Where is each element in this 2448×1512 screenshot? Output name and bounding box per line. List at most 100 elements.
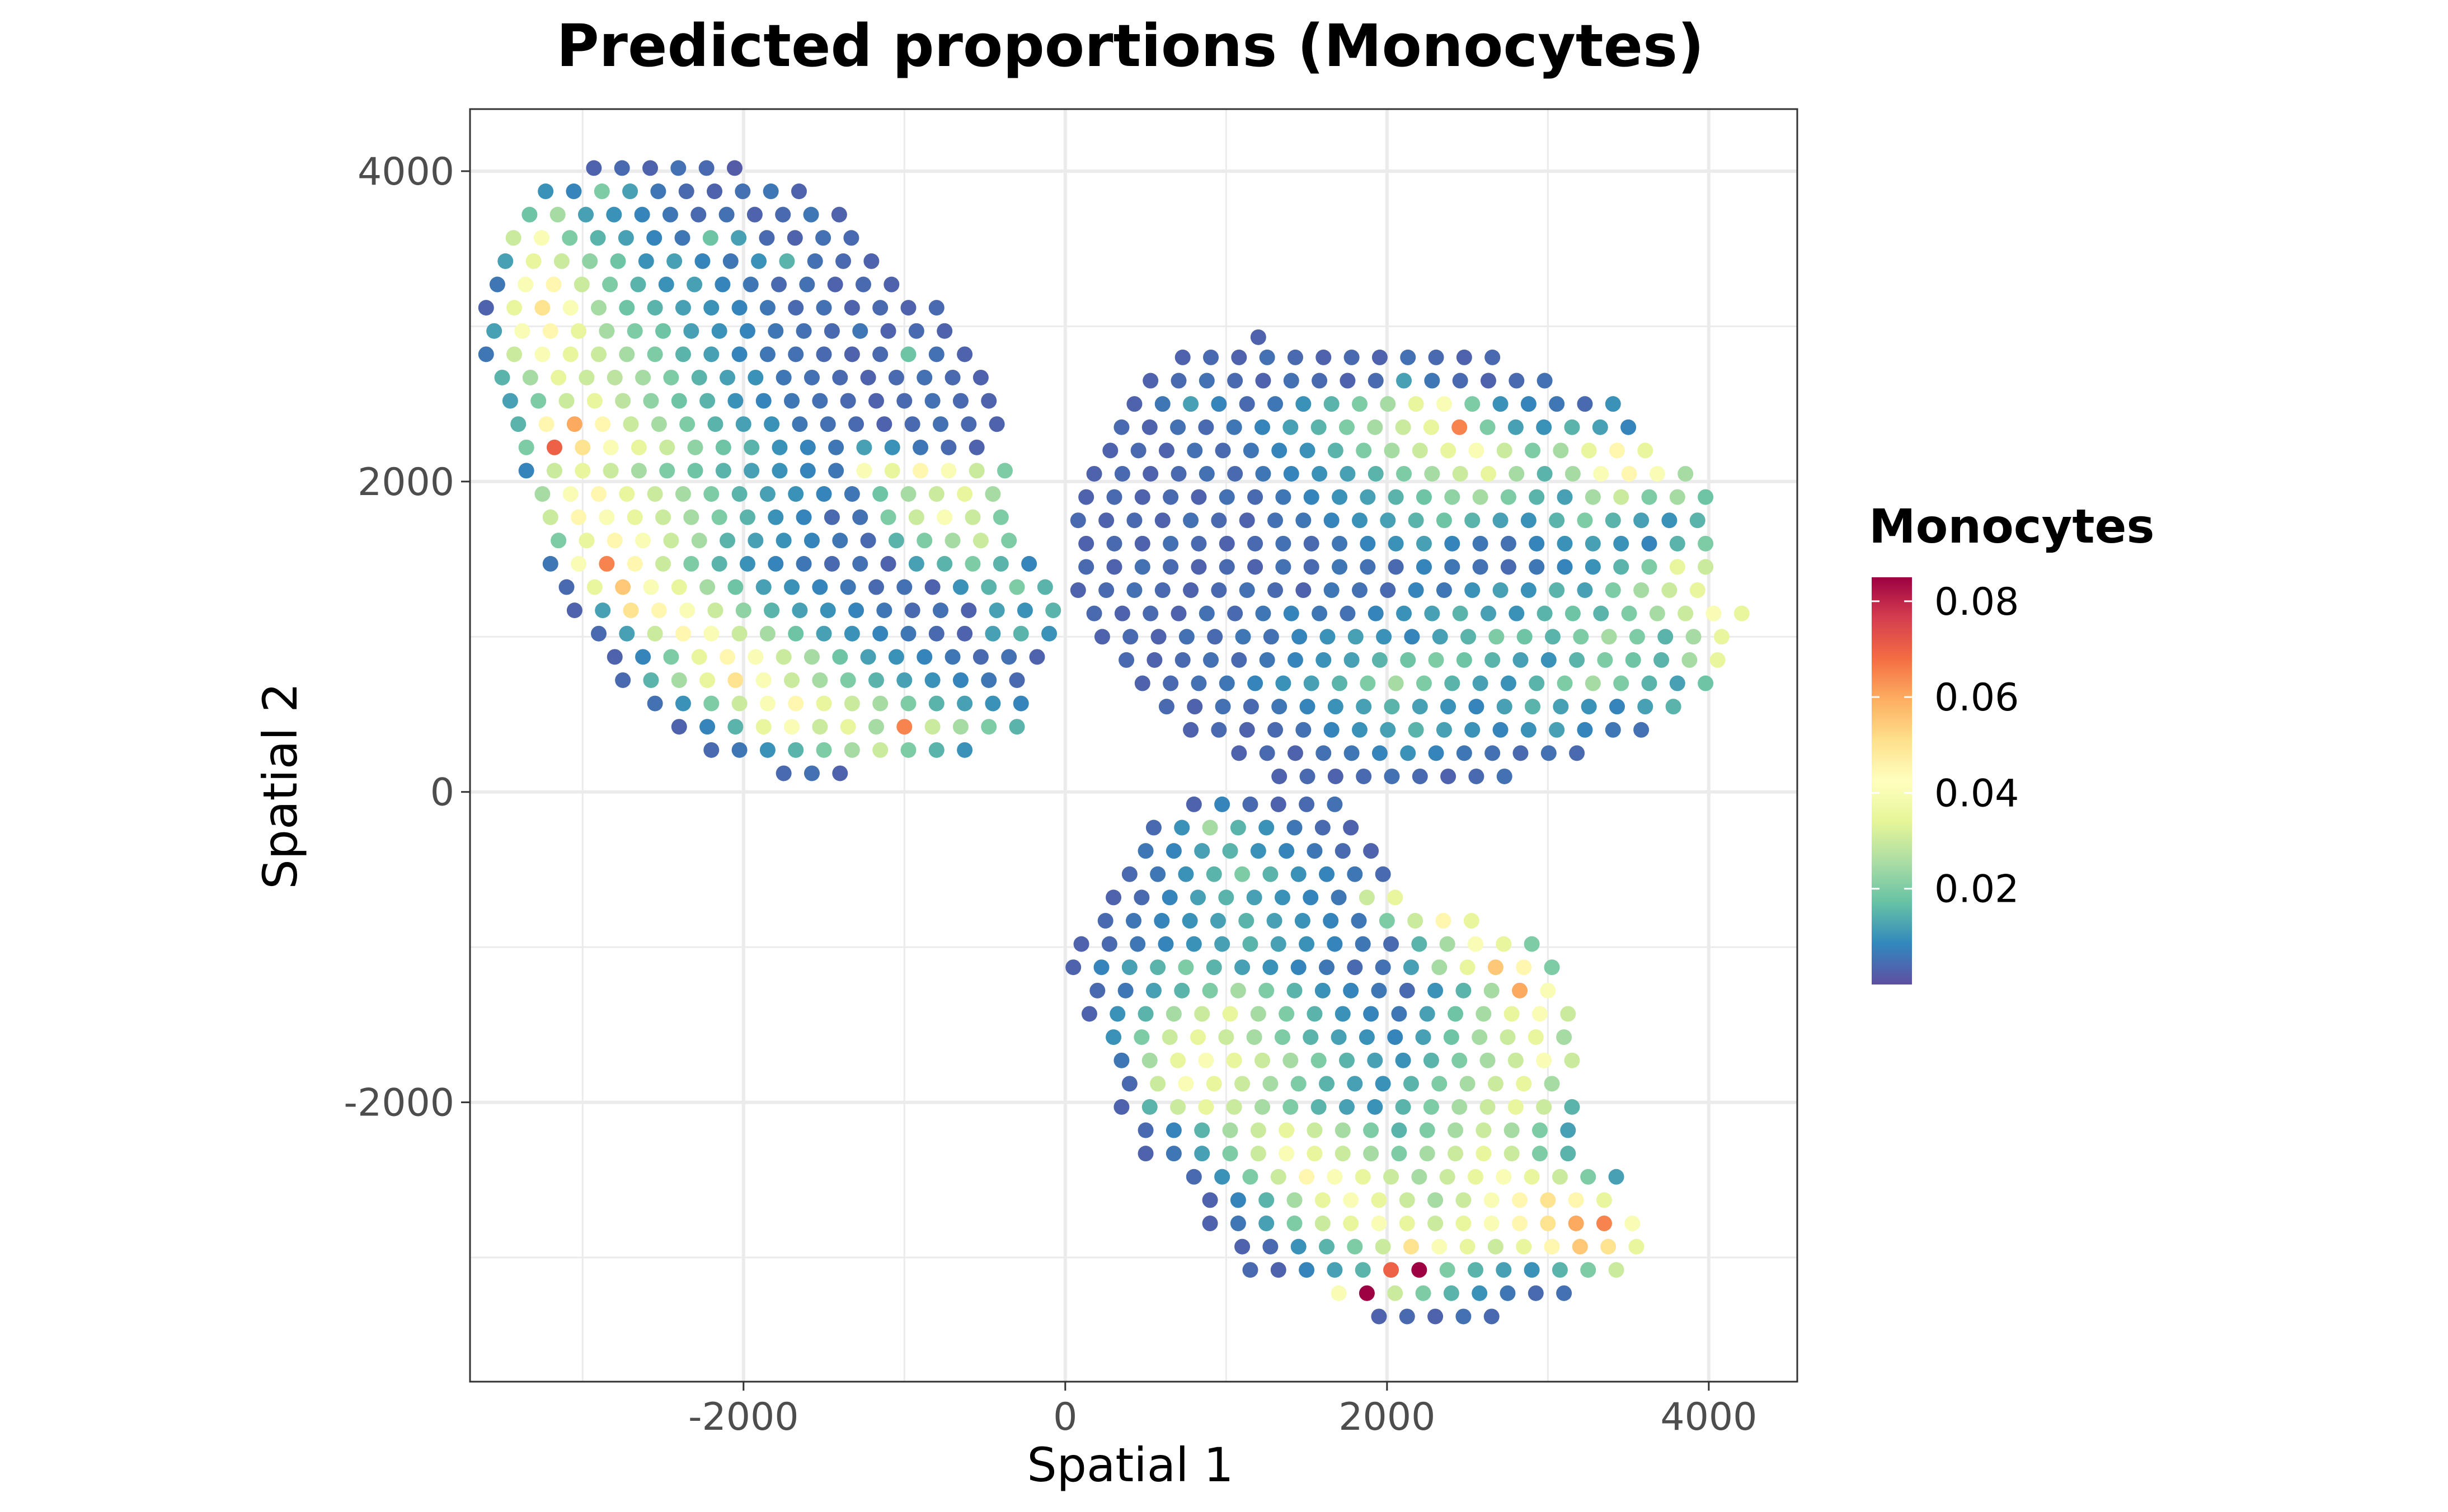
spot-point	[670, 160, 687, 176]
spot-point	[1512, 745, 1529, 761]
spot-point	[1411, 1262, 1427, 1278]
spot-point	[856, 463, 872, 479]
spot-point	[1202, 819, 1218, 836]
spot-point	[1343, 1216, 1359, 1232]
spot-point	[1106, 889, 1122, 906]
spot-point	[1363, 843, 1379, 859]
spot-point	[1183, 396, 1199, 412]
spot-point	[1283, 605, 1299, 621]
spot-point	[1097, 913, 1113, 929]
spot-point	[618, 230, 634, 246]
spot-point	[1536, 1099, 1552, 1115]
spot-point	[776, 649, 792, 665]
spot-point	[1451, 1052, 1468, 1068]
spot-point	[1191, 559, 1207, 575]
spot-point	[748, 369, 764, 385]
spot-point	[1163, 675, 1179, 691]
spot-point	[1234, 959, 1251, 976]
spot-point	[1436, 396, 1452, 412]
spot-point	[1239, 582, 1255, 599]
spot-point	[1262, 959, 1279, 976]
spot-point	[591, 346, 607, 362]
legend-ticks: 0.02 0.04 0.06 0.08	[1872, 580, 2019, 912]
spot-point	[1239, 722, 1255, 738]
spot-point	[880, 555, 896, 572]
spot-point	[1685, 629, 1702, 645]
spot-point	[816, 695, 832, 712]
spot-point	[997, 463, 1013, 479]
spot-point	[1219, 559, 1235, 575]
spot-point	[1319, 629, 1336, 645]
spot-point	[699, 719, 716, 735]
spot-point	[1537, 465, 1553, 482]
spot-point	[1102, 442, 1119, 459]
spot-point	[1569, 652, 1585, 668]
spot-point	[816, 625, 832, 642]
spot-point	[1371, 745, 1388, 761]
spot-point	[1484, 652, 1501, 668]
spot-point	[1384, 442, 1400, 459]
spot-point	[1086, 605, 1102, 621]
spot-point	[1287, 349, 1303, 365]
spot-point	[635, 649, 651, 665]
spot-point	[924, 719, 941, 735]
spot-point	[1448, 1122, 1464, 1138]
spot-point	[1307, 1006, 1323, 1022]
spot-point	[872, 695, 889, 712]
spot-point	[1163, 535, 1179, 552]
spot-point	[1439, 936, 1455, 952]
spot-point	[1211, 722, 1227, 738]
spot-point	[1605, 396, 1621, 412]
spot-point	[1512, 1192, 1528, 1208]
y-axis: -2000 0 2000 4000	[344, 150, 470, 1125]
spot-point	[1464, 512, 1481, 529]
spot-point	[852, 509, 868, 525]
spot-point	[1412, 699, 1428, 715]
spot-point	[534, 346, 551, 362]
spot-point	[1492, 396, 1509, 412]
spot-point	[1219, 535, 1235, 552]
spot-point	[1163, 559, 1179, 575]
spot-point	[1520, 396, 1537, 412]
spot-point	[815, 230, 831, 246]
spot-point	[952, 579, 969, 595]
spot-point	[1564, 1052, 1580, 1068]
spot-point	[1166, 1006, 1182, 1022]
spot-point	[816, 300, 832, 316]
spot-point	[1412, 442, 1428, 459]
spot-point	[1488, 629, 1505, 645]
spot-point	[1581, 442, 1597, 459]
spot-point	[941, 463, 957, 479]
spot-point	[1456, 652, 1472, 668]
spot-point	[1496, 442, 1512, 459]
spot-point	[1544, 1076, 1560, 1092]
spot-point	[1359, 1029, 1375, 1045]
spot-point	[788, 625, 804, 642]
spot-point	[784, 719, 800, 735]
spot-point	[1187, 442, 1203, 459]
spot-point	[642, 160, 659, 176]
spot-point	[1150, 1076, 1166, 1092]
spot-point	[1536, 1052, 1552, 1068]
spot-point	[1191, 535, 1207, 552]
spot-point	[571, 323, 587, 339]
spot-point	[1388, 675, 1404, 691]
spot-point	[924, 672, 941, 688]
spot-point	[843, 230, 859, 246]
spot-point	[1194, 1122, 1210, 1138]
spot-point	[1540, 745, 1557, 761]
spot-point	[1411, 1169, 1427, 1185]
spot-point	[1190, 1029, 1206, 1045]
spot-point	[607, 533, 623, 549]
spot-point	[1500, 559, 1516, 575]
spot-point	[1262, 1076, 1279, 1092]
spot-point	[1154, 396, 1171, 412]
spot-point	[582, 253, 598, 269]
legend-title: Monocytes	[1869, 499, 2154, 554]
spot-point	[771, 276, 787, 293]
spot-point	[799, 276, 815, 293]
spot-point	[872, 346, 889, 362]
spot-point	[1492, 512, 1509, 529]
spot-point	[1303, 1029, 1319, 1045]
